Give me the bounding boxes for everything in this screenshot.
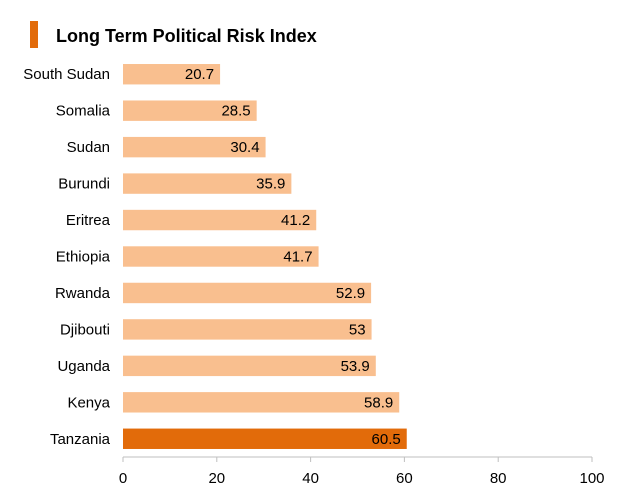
x-tick-labels-group: 0 20 40 60 80 100 (119, 470, 605, 487)
bar-djibouti (123, 319, 372, 340)
category-label-sudan: Sudan (67, 139, 110, 156)
value-label-somalia: 28.5 (221, 103, 250, 120)
chart-title: Long Term Political Risk Index (56, 26, 317, 46)
value-label-burundi: 35.9 (256, 176, 285, 193)
category-label-burundi: Burundi (58, 176, 110, 193)
value-label-kenya: 58.9 (364, 394, 393, 411)
bars-group (123, 64, 407, 449)
bar-south-sudan (123, 64, 221, 85)
value-label-djibouti: 53 (349, 321, 366, 338)
value-label-eritrea: 41.2 (281, 212, 310, 229)
bar-burundi (123, 173, 292, 194)
category-label-kenya: Kenya (67, 394, 110, 411)
category-label-djibouti: Djibouti (60, 321, 110, 338)
category-label-ethiopia: Ethiopia (56, 249, 111, 266)
x-tick-label-100: 100 (579, 470, 604, 487)
title-marker (30, 21, 38, 48)
value-label-sudan: 30.4 (230, 139, 259, 156)
x-tick-label-80: 80 (490, 470, 507, 487)
bar-eritrea (123, 209, 317, 231)
bar-kenya (123, 392, 400, 413)
category-label-uganda: Uganda (57, 358, 110, 375)
x-tick-label-20: 20 (208, 470, 225, 487)
value-label-south-sudan: 20.7 (185, 66, 214, 83)
x-ticks-group (122, 457, 593, 462)
category-label-south-sudan: South Sudan (23, 66, 110, 83)
bar-somalia (123, 100, 257, 121)
bar-ethiopia (123, 246, 319, 267)
x-tick-label-60: 60 (396, 470, 413, 487)
bar-sudan (123, 136, 266, 158)
bar-rwanda (123, 282, 372, 304)
value-label-uganda: 53.9 (341, 358, 370, 375)
value-label-tanzania: 60.5 (372, 431, 401, 448)
x-tick-label-40: 40 (302, 470, 319, 487)
category-label-eritrea: Eritrea (66, 212, 111, 229)
value-labels-group: 20.7 28.5 30.4 35.9 41.2 41.7 52.9 53 53.9 58.9 60… (185, 66, 401, 448)
bar-uganda (123, 355, 376, 377)
category-label-somalia: Somalia (56, 103, 111, 120)
bar-tanzania (123, 428, 407, 449)
category-label-rwanda: Rwanda (55, 285, 111, 302)
category-labels-group: South Sudan Somalia Sudan Burundi Eritrea Eth… (23, 66, 110, 448)
category-label-tanzania: Tanzania (50, 431, 111, 448)
value-label-ethiopia: 41.7 (283, 249, 312, 266)
x-tick-label-0: 0 (119, 470, 127, 487)
value-label-rwanda: 52.9 (336, 285, 365, 302)
